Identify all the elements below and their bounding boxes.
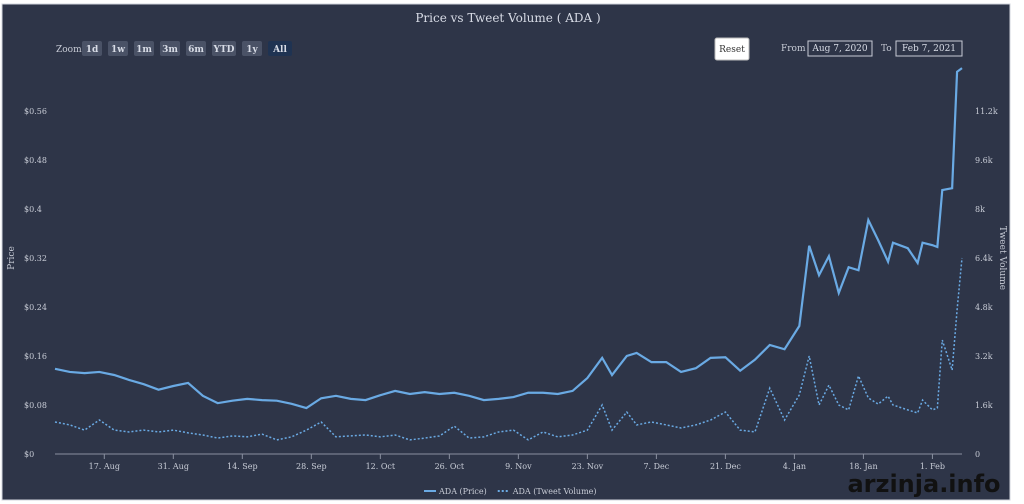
chart-background [1, 3, 1011, 501]
zoom-button-label[interactable]: YTD [213, 45, 235, 55]
zoom-button[interactable] [186, 41, 206, 56]
y-tick-label: $0.08 [24, 401, 47, 410]
zoom-button[interactable] [82, 41, 102, 56]
y2-tick-label: 1.6k [975, 401, 993, 410]
zoom-button-label[interactable]: 3m [162, 45, 178, 55]
legend-label: ADA (Price) [438, 487, 487, 496]
zoom-button-label[interactable]: 1m [136, 45, 152, 55]
zoom-button[interactable] [242, 41, 262, 56]
x-tick-label: 14. Sep [227, 462, 258, 471]
y-tick-label: $0.24 [24, 303, 47, 312]
reset-button[interactable] [714, 37, 750, 61]
zoom-button-label[interactable]: 1d [86, 45, 99, 55]
to-input[interactable] [895, 40, 963, 57]
x-tick-label: 28. Sep [296, 462, 327, 471]
legend-label: ADA (Tweet Volume) [512, 487, 597, 496]
reset-label[interactable]: Reset [719, 45, 745, 55]
x-tick-label: 4. Jan [783, 462, 806, 471]
y-axis-title: Price [7, 246, 17, 270]
y2-tick-label: 0 [975, 450, 980, 459]
y-tick-label: $0.4 [24, 205, 42, 214]
from-label: From [781, 44, 806, 54]
x-tick-label: 12. Oct [366, 462, 396, 471]
x-tick-label: 17. Aug [89, 462, 120, 471]
zoom-label: Zoom [56, 45, 82, 55]
y-tick-label: $0.16 [24, 352, 47, 361]
to-value[interactable]: Feb 7, 2021 [902, 44, 956, 54]
x-tick-label: 31. Aug [158, 462, 189, 471]
x-tick-label: 9. Nov [505, 462, 532, 471]
y-tick-label: $0 [24, 450, 34, 459]
y2-tick-label: 4.8k [975, 303, 993, 312]
watermark: arzinja.info [847, 470, 1000, 498]
from-input[interactable] [807, 40, 873, 57]
y2-tick-label: 11.2k [975, 107, 998, 116]
chart-title: Price vs Tweet Volume ( ADA ) [415, 11, 600, 25]
x-tick-label: 1. Feb [920, 462, 945, 471]
zoom-button-label[interactable]: 1y [246, 45, 258, 55]
y2-tick-label: 6.4k [975, 254, 993, 263]
y2-tick-label: 9.6k [975, 156, 993, 165]
from-value[interactable]: Aug 7, 2020 [811, 44, 868, 54]
series-line [54, 67, 963, 410]
y-tick-label: $0.48 [24, 156, 47, 165]
y-tick-label: $0.56 [24, 107, 47, 116]
x-tick-label: 26. Oct [435, 462, 465, 471]
y-tick-label: $0.32 [24, 254, 47, 263]
y2-axis-title: Tweet Volume [997, 226, 1007, 290]
zoom-button[interactable] [108, 41, 128, 56]
x-tick-label: 23. Nov [572, 462, 604, 471]
x-tick-label: 21. Dec [710, 462, 741, 471]
x-tick-label: 18. Jan [849, 462, 877, 471]
zoom-button[interactable] [160, 41, 180, 56]
zoom-button[interactable] [212, 41, 236, 56]
zoom-button[interactable] [268, 41, 292, 56]
zoom-button-label[interactable]: 1w [111, 45, 125, 55]
y2-tick-label: 3.2k [975, 352, 993, 361]
x-tick-label: 7. Dec [643, 462, 669, 471]
zoom-button-label[interactable]: All [272, 45, 287, 55]
y2-tick-label: 8k [975, 205, 985, 214]
zoom-button[interactable] [134, 41, 154, 56]
to-label: To [881, 44, 892, 54]
zoom-button-label[interactable]: 6m [188, 45, 204, 55]
series-line [54, 257, 963, 441]
zoom-buttons: 1d 1w 1m 3m 6m YTD 1y All [82, 41, 292, 56]
